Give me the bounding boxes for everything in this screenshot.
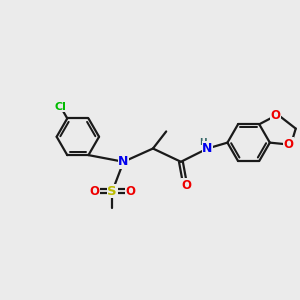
Text: H: H [199,137,207,146]
Text: O: O [284,138,294,151]
Text: N: N [118,155,129,168]
Text: O: O [126,185,136,198]
Text: O: O [182,179,192,192]
Text: Cl: Cl [55,102,67,112]
Text: O: O [89,185,99,198]
Text: O: O [271,109,281,122]
Text: S: S [107,185,117,198]
Text: N: N [202,142,213,155]
